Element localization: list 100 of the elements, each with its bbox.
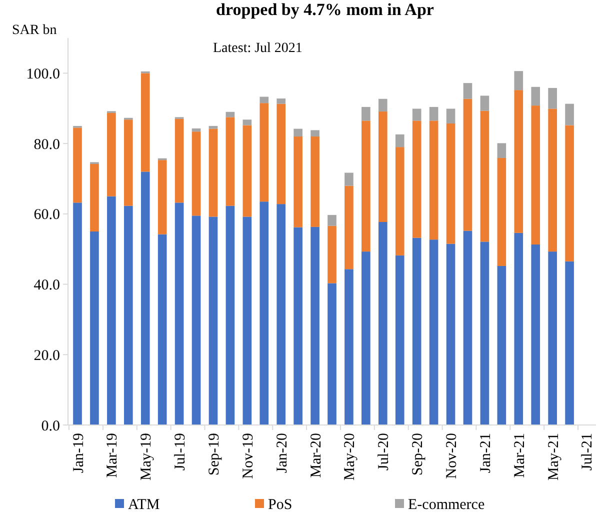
bar <box>480 96 490 111</box>
x-tick-label: Mar-21 <box>512 433 528 478</box>
bar <box>328 283 336 425</box>
bar <box>429 240 438 425</box>
bar <box>463 98 472 231</box>
bar <box>294 136 302 228</box>
x-tick-label: Sep-20 <box>410 433 426 476</box>
bar <box>531 244 540 425</box>
bar <box>548 88 557 109</box>
bar <box>412 238 422 425</box>
bar <box>226 117 235 206</box>
x-tick-label: Jul-20 <box>376 433 392 470</box>
bar <box>446 244 456 425</box>
y-tick-label: 0.0 <box>41 418 60 434</box>
bar <box>531 86 540 106</box>
bar <box>446 108 456 124</box>
bar <box>565 125 574 262</box>
bar <box>480 110 490 242</box>
bar <box>480 242 490 425</box>
bar <box>260 96 269 104</box>
bar <box>158 234 167 425</box>
bar <box>565 104 574 126</box>
bar <box>328 214 336 226</box>
bar <box>90 164 99 232</box>
bar <box>242 120 252 126</box>
bar <box>310 136 320 227</box>
bar <box>463 230 472 425</box>
bar <box>344 186 354 270</box>
y-tick-label: 80.0 <box>34 136 60 153</box>
bar <box>192 128 201 132</box>
legend-label: PoS <box>268 497 292 513</box>
bar <box>514 90 524 233</box>
x-tick-label: Jan-19 <box>70 433 87 473</box>
bar <box>174 202 184 425</box>
bar <box>429 106 438 121</box>
y-axis-title: SAR bn <box>12 23 57 38</box>
bar <box>208 216 218 425</box>
x-tick-label: Nov-19 <box>240 433 256 479</box>
x-tick-label: Nov-20 <box>444 433 460 479</box>
bar <box>260 202 269 425</box>
bar <box>208 128 218 217</box>
bar <box>412 108 422 121</box>
bar <box>344 172 354 186</box>
bar <box>226 112 235 118</box>
bar <box>260 103 269 202</box>
bar <box>395 255 404 425</box>
bar <box>208 126 218 129</box>
x-tick-label: Jan-20 <box>274 433 290 473</box>
bar <box>276 98 286 104</box>
bar <box>124 120 133 206</box>
bar <box>73 202 82 425</box>
y-tick-label: 20.0 <box>34 348 60 364</box>
bar <box>514 71 524 90</box>
bar <box>378 222 388 425</box>
y-tick-label: 100.0 <box>26 66 60 82</box>
bar <box>294 227 302 425</box>
bar <box>548 108 557 252</box>
bar <box>446 123 456 244</box>
x-tick-label: May-20 <box>342 433 358 480</box>
bar <box>395 134 404 148</box>
bar <box>107 196 116 425</box>
bar <box>328 226 336 284</box>
bar <box>531 106 540 245</box>
annotation: Latest: Jul 2021 <box>213 41 302 56</box>
bar <box>310 226 320 425</box>
bar <box>276 104 286 204</box>
bar <box>344 269 354 425</box>
bar <box>362 120 370 252</box>
legend-label: E-commerce <box>408 497 485 513</box>
bar <box>378 112 388 222</box>
bar <box>192 216 201 425</box>
bar <box>565 261 574 425</box>
bar <box>90 232 99 425</box>
bar <box>140 172 150 425</box>
bar <box>362 106 370 121</box>
bar <box>514 232 524 425</box>
bar <box>463 83 472 99</box>
bar <box>73 128 82 203</box>
chart-title: dropped by 4.7% mom in Apr <box>216 0 434 19</box>
bar <box>497 143 506 158</box>
x-tick-label: May-21 <box>546 433 562 480</box>
bar <box>276 204 286 425</box>
bar <box>395 147 404 256</box>
bar <box>378 98 388 112</box>
bar <box>429 120 438 240</box>
bar <box>124 206 133 425</box>
legend-label: ATM <box>128 497 160 513</box>
bar <box>362 252 370 425</box>
x-tick-label: Jul-19 <box>172 433 189 470</box>
bar <box>548 252 557 425</box>
x-tick-label: Mar-20 <box>308 433 324 478</box>
x-tick-label: May-19 <box>138 433 155 480</box>
bar <box>174 118 184 203</box>
x-tick-label: Jul-21 <box>580 433 596 470</box>
x-tick-label: Jan-21 <box>478 433 494 473</box>
bar <box>140 73 150 172</box>
bar <box>192 132 201 216</box>
bar <box>158 160 167 234</box>
bar <box>107 112 116 196</box>
bar <box>242 216 252 425</box>
